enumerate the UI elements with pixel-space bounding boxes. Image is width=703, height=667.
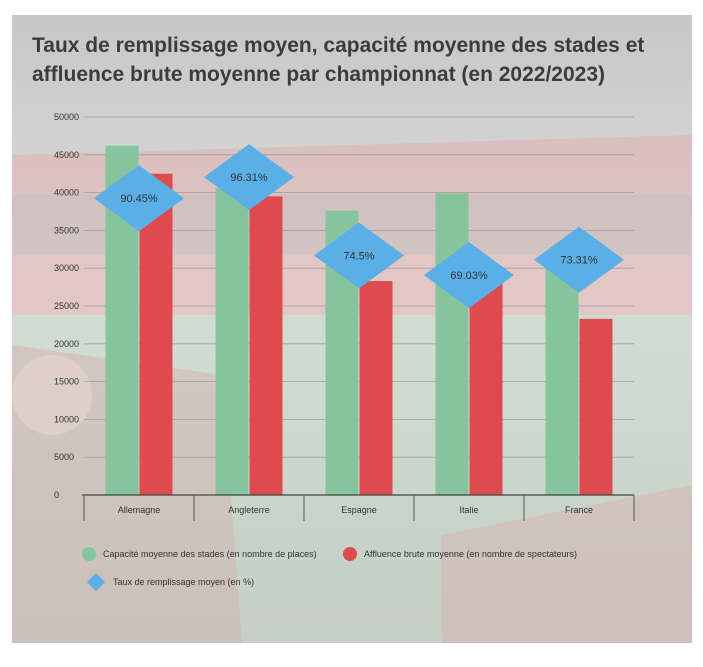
fill-rate-label: 96.31% — [230, 172, 268, 184]
attendance-bar — [249, 196, 283, 495]
legend-swatch-fill-rate — [86, 572, 106, 592]
attendance-bar — [579, 318, 613, 495]
legend-item-attendance: Affluence brute moyenne (en nombre de sp… — [343, 547, 577, 561]
y-tick-label: 15000 — [54, 377, 79, 387]
legend-label-capacity: Capacité moyenne des stades (en nombre d… — [103, 549, 317, 559]
y-tick-label: 5000 — [54, 452, 74, 462]
fill-rate-label: 74.5% — [343, 250, 374, 262]
y-tick-label: 10000 — [54, 414, 79, 424]
fill-rate-label: 90.45% — [120, 193, 158, 205]
capacity-bar — [435, 193, 469, 495]
x-tick-label: Espagne — [341, 505, 377, 515]
fill-rate-label: 73.31% — [560, 255, 598, 267]
x-tick-label: France — [565, 505, 593, 515]
y-tick-label: 20000 — [54, 339, 79, 349]
fill-rate-label: 69.03% — [450, 270, 488, 282]
attendance-bar — [359, 281, 393, 495]
chart-plot: 0 5000 10000 15000 20000 25000 30000 35000 40000… — [54, 112, 635, 521]
chart-card: Taux de remplissage moyen, capacité moye… — [12, 15, 692, 643]
y-tick-label: 45000 — [54, 150, 79, 160]
legend-label-attendance: Affluence brute moyenne (en nombre de sp… — [364, 549, 577, 559]
chart-title: Taux de remplissage moyen, capacité moye… — [32, 34, 645, 86]
attendance-bar — [469, 281, 503, 495]
x-tick-label: Angleterre — [228, 505, 270, 515]
y-tick-label: 30000 — [54, 263, 79, 273]
y-tick-label: 35000 — [54, 225, 79, 235]
fill-rate-diamond — [314, 222, 404, 289]
legend-label-fill-rate: Taux de remplissage moyen (en %) — [113, 577, 255, 587]
capacity-bar — [215, 188, 249, 495]
y-axis-ticks: 0 5000 10000 15000 20000 25000 30000 35000 40000… — [54, 112, 79, 500]
y-tick-label: 25000 — [54, 301, 79, 311]
y-tick-label: 0 — [54, 490, 59, 500]
fill-rate-diamond — [94, 165, 184, 232]
legend-swatch-attendance — [343, 547, 357, 561]
capacity-bar — [545, 268, 579, 495]
fill-rate-diamond — [424, 242, 514, 309]
x-axis-labels: Allemagne Angleterre Espagne Italie France — [118, 505, 593, 515]
legend-item-capacity: Capacité moyenne des stades (en nombre d… — [82, 547, 317, 561]
fill-rate-markers: 90.45% 96.31% 74.5% 69.03% 73.31% — [94, 144, 624, 309]
x-tick-label: Italie — [459, 505, 478, 515]
x-tick-label: Allemagne — [118, 505, 161, 515]
legend-swatch-capacity — [82, 547, 96, 561]
fill-rate-diamond — [204, 144, 294, 211]
legend-item-fill-rate: Taux de remplissage moyen (en %) — [86, 572, 255, 592]
attendance-bar — [139, 173, 173, 495]
y-tick-label: 50000 — [54, 112, 79, 122]
fill-rate-diamond — [534, 226, 624, 293]
x-axis — [82, 494, 635, 521]
y-tick-label: 40000 — [54, 188, 79, 198]
